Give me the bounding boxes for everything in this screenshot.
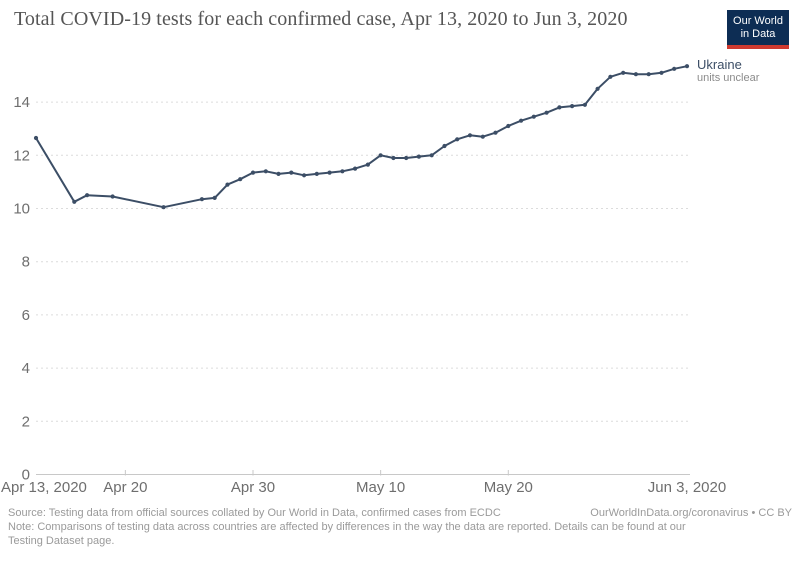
data-point[interactable] <box>225 182 230 187</box>
data-point[interactable] <box>672 66 677 71</box>
data-point[interactable] <box>595 86 600 91</box>
data-point[interactable] <box>238 177 243 182</box>
data-point[interactable] <box>480 134 485 139</box>
data-point[interactable] <box>659 70 664 75</box>
y-axis-label: 10 <box>13 201 30 218</box>
y-axis-label: 0 <box>22 467 30 484</box>
data-point[interactable] <box>429 153 434 158</box>
data-point[interactable] <box>250 170 256 175</box>
data-point[interactable] <box>391 155 396 161</box>
data-point[interactable] <box>493 130 498 135</box>
data-point[interactable] <box>353 166 358 171</box>
y-axis-label: 8 <box>22 254 30 271</box>
data-point[interactable] <box>302 173 307 178</box>
y-axis-label: 12 <box>13 147 30 164</box>
x-axis-label: Apr 20 <box>103 479 147 496</box>
data-point[interactable] <box>544 110 549 115</box>
data-point[interactable] <box>72 199 77 204</box>
x-axis-label: Apr 13, 2020 <box>1 479 87 496</box>
data-point[interactable] <box>161 205 166 210</box>
data-point[interactable] <box>531 114 536 119</box>
trend-line[interactable] <box>35 65 688 209</box>
data-point[interactable] <box>263 169 268 174</box>
data-point[interactable] <box>621 70 626 75</box>
data-point[interactable] <box>314 171 319 176</box>
data-point[interactable] <box>455 137 460 142</box>
data-point[interactable] <box>365 162 370 167</box>
data-point[interactable] <box>340 169 345 174</box>
data-point[interactable] <box>582 102 588 107</box>
series-end-label: Ukraine units unclear <box>697 57 759 85</box>
data-point[interactable] <box>276 171 281 176</box>
data-point[interactable] <box>212 195 217 200</box>
page-title: Total COVID-19 tests for each confirmed … <box>14 8 628 30</box>
owid-url-link[interactable]: OurWorldInData.org/coronavirus • CC BY <box>590 507 792 519</box>
data-point[interactable] <box>442 143 447 149</box>
data-point[interactable] <box>557 105 562 110</box>
data-point[interactable] <box>684 64 690 69</box>
data-point[interactable] <box>570 104 575 109</box>
y-axis-label: 14 <box>13 94 30 111</box>
data-point[interactable] <box>289 170 294 175</box>
y-axis-label: 4 <box>22 360 30 377</box>
data-point[interactable] <box>646 72 651 77</box>
data-point[interactable] <box>633 72 639 77</box>
data-point[interactable] <box>467 133 473 138</box>
data-point[interactable] <box>506 123 511 129</box>
data-point[interactable] <box>416 154 421 159</box>
data-point[interactable] <box>404 155 409 161</box>
data-point[interactable] <box>327 170 332 175</box>
series-name-label: Ukraine <box>697 57 742 72</box>
data-point[interactable] <box>33 135 39 141</box>
data-point[interactable] <box>519 118 524 123</box>
data-point[interactable] <box>199 197 204 202</box>
data-point[interactable] <box>608 74 613 79</box>
source-text: Source: Testing data from official sourc… <box>8 507 501 519</box>
data-point[interactable] <box>110 194 115 199</box>
data-point[interactable] <box>85 193 90 198</box>
x-axis-label: May 10 <box>356 479 405 496</box>
owid-logo-line2: in Data <box>740 28 776 40</box>
x-axis-label: Jun 3, 2020 <box>648 479 726 496</box>
note-text-line2: Testing Dataset page. <box>8 535 115 547</box>
footer: Source: Testing data from official sourc… <box>8 506 792 548</box>
y-axis-label: 2 <box>22 413 30 430</box>
y-axis-label: 6 <box>22 307 30 324</box>
x-axis-label: Apr 30 <box>231 479 275 496</box>
line-chart[interactable]: 0 2 4 6 8 10 12 14 Apr 13, 2020 Apr 20 Apr 30 May 1… <box>0 0 800 505</box>
note-text-line1: Note: Comparisons of testing data across… <box>8 521 686 533</box>
owid-logo-line1: Our World <box>733 15 783 27</box>
data-point[interactable] <box>378 153 383 158</box>
owid-logo[interactable]: Our World in Data <box>727 10 789 49</box>
series-annotation-label: units unclear <box>697 72 760 84</box>
x-axis-label: May 20 <box>484 479 533 496</box>
